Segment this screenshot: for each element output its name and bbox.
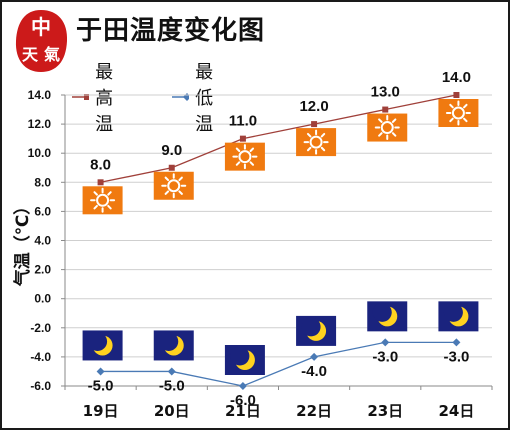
low-point [381, 338, 390, 347]
low-data-label: -5.0 [159, 377, 185, 394]
moon-icon [88, 331, 108, 351]
sun-icon [178, 176, 183, 182]
sun-icon [463, 117, 468, 123]
high-data-label: 8.0 [90, 156, 111, 173]
high-point [453, 92, 460, 98]
sun-icon [164, 190, 170, 195]
low-data-label: -5.0 [88, 377, 114, 394]
high-series-line [100, 94, 457, 183]
low-data-label: -3.0 [443, 348, 469, 365]
high-data-label: 11.0 [229, 113, 257, 130]
sun-icon [178, 190, 183, 195]
svg-text:中: 中 [31, 15, 51, 39]
sun-icon [378, 132, 383, 137]
moon-icon [301, 317, 321, 337]
sun-icon [320, 132, 326, 138]
x-tick-label: 19日 [83, 402, 119, 420]
sun-icon [463, 103, 468, 109]
svg-text:天: 天 [22, 45, 39, 64]
y-tick-label: 8.0 [34, 175, 51, 189]
sun-icon [96, 193, 110, 207]
legend-low-label: 最低温 [195, 62, 214, 135]
svg-text:氣: 氣 [44, 45, 60, 64]
high-data-label: 12.0 [299, 98, 328, 115]
weather-logo-seal: 中 天 氣 [15, 10, 68, 72]
sun-icon [167, 179, 181, 193]
legend-high-swatch [72, 94, 90, 100]
y-tick-label: 12.0 [28, 117, 52, 131]
y-tick-label: -2.0 [30, 321, 51, 335]
sun-icon [235, 161, 241, 166]
sun-icon [306, 132, 312, 138]
sun-icon [235, 147, 241, 152]
low-point [96, 367, 105, 376]
x-tick-label: 22日 [296, 402, 332, 420]
x-tick-label: 23日 [367, 402, 403, 420]
y-axis-title: 气温（℃） [12, 198, 33, 288]
sun-icon [249, 161, 255, 166]
y-tick-label: 10.0 [28, 146, 52, 160]
legend-item-high: 最高温 [72, 58, 126, 136]
sun-icon [391, 132, 397, 137]
moon-icon [230, 346, 250, 366]
low-point [452, 338, 461, 347]
sun-icon [449, 117, 454, 123]
sun-icon [449, 103, 454, 109]
moon-icon [443, 302, 463, 322]
high-data-label: 9.0 [161, 142, 182, 159]
x-tick-label: 20日 [154, 402, 190, 420]
sun-icon [391, 118, 397, 123]
y-tick-label: 0.0 [34, 292, 51, 306]
low-point [310, 352, 319, 361]
low-series-line [100, 341, 457, 387]
moon-icon [372, 302, 392, 322]
low-point [167, 367, 176, 376]
sun-icon [107, 191, 112, 196]
sun-icon [306, 146, 312, 152]
chart-title: 于田温度变化图 [76, 16, 266, 46]
sun-icon [249, 147, 255, 152]
sun-icon [93, 191, 98, 196]
sun-icon [164, 176, 170, 182]
sun-icon [451, 106, 465, 120]
sun-icon [93, 204, 98, 210]
low-data-label: -6.0 [230, 392, 256, 409]
high-point [168, 164, 175, 171]
sun-icon [238, 150, 252, 164]
y-tick-label: 14.0 [28, 88, 52, 102]
high-point [382, 106, 389, 113]
low-point [238, 382, 247, 390]
legend-item-low: 最低温 [172, 58, 226, 136]
y-tick-label: 2.0 [34, 263, 51, 277]
high-data-label: 13.0 [371, 84, 400, 101]
x-tick-label: 24日 [438, 402, 474, 420]
sun-icon [380, 121, 394, 135]
low-data-label: -4.0 [301, 363, 327, 380]
y-tick-label: -6.0 [30, 379, 51, 393]
x-tick-label: 21日 [225, 402, 261, 420]
high-point [311, 121, 318, 128]
low-data-label: -3.0 [372, 348, 398, 365]
legend-high-label: 最高温 [95, 62, 114, 135]
y-tick-label: 6.0 [34, 204, 51, 218]
moon-icon [159, 331, 179, 351]
high-data-label: 14.0 [442, 69, 471, 86]
sun-icon [309, 135, 323, 149]
high-point [97, 179, 104, 186]
y-tick-label: 4.0 [34, 234, 51, 248]
sun-icon [320, 146, 326, 152]
high-point [239, 135, 246, 142]
y-tick-label: -4.0 [30, 350, 51, 364]
sun-icon [107, 204, 112, 210]
sun-icon [378, 118, 383, 123]
